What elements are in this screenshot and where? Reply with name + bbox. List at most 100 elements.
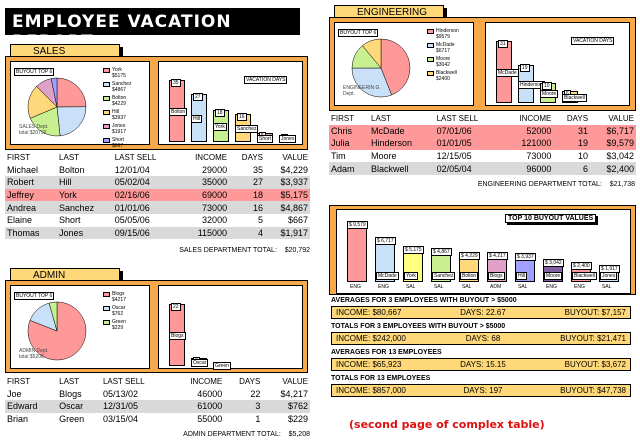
summary-label: DAYS:	[460, 360, 484, 369]
vacation-bar-name: McDade	[496, 69, 519, 77]
column-header: LAST	[371, 113, 392, 123]
top10-bar-name: York	[404, 272, 418, 280]
table-row: Julia Hinderson 01/01/05 121000 19 $9,579	[329, 137, 636, 150]
summary-value: $7,157	[601, 308, 626, 317]
top10-bar-name: Sanchez	[432, 272, 456, 280]
summary-title: AVERAGES FOR 3 EMPLOYEES WITH BUYOUT > $…	[331, 297, 517, 304]
vacation-bar-name: Green	[213, 361, 231, 370]
legend-name: York	[112, 67, 122, 73]
legend-label: Bolton $4229	[112, 95, 127, 107]
column-header: INCOME	[190, 376, 223, 386]
table-row: Andrea Sanchez 01/01/06 73000 16 $4,867	[5, 201, 310, 214]
legend-value: $6717	[436, 47, 450, 54]
table-cell: $667	[265, 213, 310, 227]
vacation-bar-name: Blackwell	[562, 94, 587, 102]
table-cell: 18	[229, 188, 265, 202]
sales-pie-chart	[27, 77, 87, 137]
legend-label: York $5175	[112, 67, 126, 79]
legend-value: $4217	[112, 296, 126, 303]
column-header: FIRST	[331, 113, 355, 123]
legend-value: $229	[112, 324, 124, 331]
pie-slice-blackwell	[362, 38, 382, 69]
column-header: VALUE	[282, 152, 308, 162]
table-cell: 3	[224, 400, 263, 413]
table-cell: $1,917	[265, 226, 310, 240]
legend-swatch	[103, 320, 110, 325]
legend-label: Green $229	[112, 319, 126, 331]
eng-total: ENGINEERING DEPARTMENT TOTAL: $21,738	[420, 181, 635, 188]
admin-pie-box: BUYOUT TOP 6 ADMIN Dept. total $5208 Blo…	[10, 285, 150, 369]
legend-item: Blogs $4217	[103, 291, 126, 303]
top10-bar-dept: ENG	[378, 284, 389, 290]
pie-slice-short	[50, 77, 58, 108]
table-header-row: FIRST LAST LAST SELL INCOME DAYS VALUE	[5, 151, 310, 164]
admin-pie-note: ADMIN Dept. total $5208	[19, 348, 49, 360]
table-cell: 52000	[501, 124, 554, 138]
page-note: (second page of complex table)	[349, 418, 545, 431]
vacation-bar-name: Oscar	[191, 358, 209, 367]
table-cell: Sanchez	[57, 201, 113, 214]
legend-item: McDade $6717	[427, 42, 459, 54]
vacation-bar-name: Short	[257, 134, 273, 143]
table-cell: Blackwell	[369, 162, 435, 175]
legend-item: Bolton $4229	[103, 95, 131, 107]
table-cell: 01/01/06	[112, 201, 178, 214]
top10-bar-value: $ 2,400	[571, 262, 592, 271]
top10-bar-dept: SAL	[462, 284, 472, 290]
summary-box: INCOME: $65,923 DAYS: 15.15 BUYOUT: $3,672	[331, 358, 631, 371]
table-cell: 03/15/04	[100, 412, 170, 426]
column-header: LAST	[59, 376, 80, 386]
legend-value: $2400	[436, 75, 450, 82]
summary-label: BUYOUT:	[560, 334, 595, 343]
top10-bar-value: $ 3,937	[515, 253, 536, 262]
legend-swatch	[103, 138, 110, 143]
legend-item: Hinderson $9579	[427, 28, 459, 40]
top10-bar-dept: SAL	[518, 284, 528, 290]
table-cell: 29000	[177, 163, 230, 177]
column-header: FIRST	[7, 152, 31, 162]
legend-name: Bolton	[112, 95, 127, 101]
table-row: Michael Bolton 12/01/04 29000 35 $4,229	[5, 163, 310, 177]
sales-bar-box: VACATION DAYS 35 Bolton 27 Hill 18 York 16 Sanc…	[158, 61, 303, 145]
table-cell: 35000	[177, 176, 230, 189]
summary-days: DAYS: 197	[464, 386, 503, 395]
pie-slice-green	[48, 301, 58, 332]
legend-value: $5175	[112, 72, 126, 79]
column-header: LAST	[59, 152, 80, 162]
vacation-bar-value: 22	[171, 303, 181, 311]
top10-bar-value: $ 4,229	[459, 251, 480, 260]
column-header: LAST SELL	[102, 376, 145, 386]
summary-days: DAYS: 22.67	[460, 308, 506, 317]
top10-bar-value: $ 3,042	[543, 258, 564, 267]
eng-pie-chart	[351, 38, 411, 98]
legend-name: Hill	[112, 109, 119, 115]
table-cell: Adam	[329, 162, 370, 175]
legend-name: Green	[112, 319, 126, 325]
legend-name: Oscar	[112, 305, 126, 311]
top10-bar	[347, 227, 367, 282]
top10-bar-value: $ 9,579	[347, 221, 368, 229]
vacation-bar-name: Sanchez	[235, 124, 259, 133]
summary-value: 68	[491, 334, 501, 343]
sales-table: FIRST LAST LAST SELL INCOME DAYS VALUE Michael…	[5, 151, 310, 240]
eng-bar-box: VACATION DAYS 31 McDade 19 Hinderson 10 Moore…	[485, 22, 630, 106]
table-cell: 07/01/06	[434, 124, 501, 138]
top10-bar-value: $ 4,867	[431, 248, 452, 257]
legend-item: Jones $1917	[103, 123, 131, 135]
table-cell: 16	[229, 201, 265, 214]
table-cell: 32000	[177, 213, 230, 227]
legend-item: Green $229	[103, 319, 126, 331]
vacation-bar-name: Bolton	[169, 108, 188, 116]
legend-label: Short $667	[112, 137, 124, 149]
vacation-bar-value: 18	[215, 109, 225, 118]
top10-title: TOP 10 BUYOUT VALUES	[505, 214, 597, 223]
vacation-bar-value: 16	[237, 112, 247, 121]
summary-value: $857,000	[372, 386, 406, 395]
pie-slice-sanchez	[56, 106, 87, 137]
legend-name: Moore	[436, 56, 451, 62]
legend-value: $9579	[436, 33, 450, 40]
table-cell: 02/16/06	[112, 188, 178, 202]
summary-value: 197	[489, 386, 503, 395]
table-row: Joe Blogs 05/13/02 46000 22 $4,217	[5, 387, 310, 401]
vacation-bar-name: York	[213, 123, 227, 132]
